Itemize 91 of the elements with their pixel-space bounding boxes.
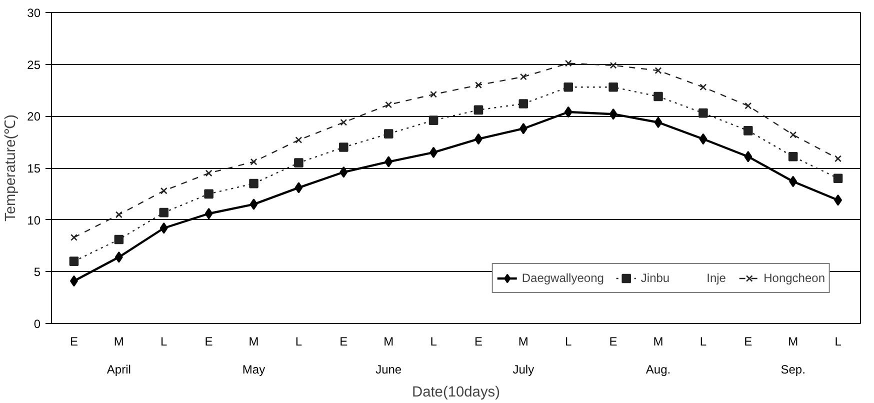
point bbox=[564, 106, 572, 118]
x-tick-label: L bbox=[700, 334, 707, 348]
y-tick-label: 25 bbox=[27, 58, 41, 72]
x-tick-label: L bbox=[295, 334, 302, 348]
text: April bbox=[106, 362, 131, 376]
point bbox=[700, 84, 707, 91]
point bbox=[385, 101, 392, 108]
legend-label: Jinbu bbox=[640, 271, 670, 285]
x-tick-label: M bbox=[114, 334, 124, 348]
point bbox=[743, 126, 753, 136]
point bbox=[833, 174, 843, 184]
point bbox=[834, 194, 842, 206]
legend-label: Hongcheon bbox=[764, 271, 825, 285]
text: Aug. bbox=[646, 362, 671, 376]
x-tick-label: E bbox=[744, 334, 752, 348]
x-axis-title: Date(10days) bbox=[412, 384, 500, 400]
point bbox=[610, 62, 617, 69]
y-axis-title: Temperature(℃) bbox=[3, 114, 20, 222]
point bbox=[564, 82, 574, 92]
point bbox=[430, 146, 438, 158]
y-tick-label: 5 bbox=[34, 265, 41, 280]
point bbox=[834, 155, 842, 162]
point bbox=[609, 108, 618, 120]
x-tick-label: E bbox=[474, 334, 482, 348]
point bbox=[295, 136, 302, 144]
point bbox=[474, 133, 482, 145]
point bbox=[608, 82, 618, 92]
point bbox=[114, 252, 123, 263]
point bbox=[699, 133, 708, 145]
point bbox=[788, 152, 798, 162]
point bbox=[698, 108, 708, 118]
point bbox=[70, 275, 78, 287]
point bbox=[249, 178, 258, 188]
point bbox=[790, 131, 797, 138]
point bbox=[294, 158, 304, 168]
point bbox=[654, 92, 663, 102]
point bbox=[564, 60, 572, 67]
x-tick-label: E bbox=[609, 334, 618, 348]
point bbox=[205, 170, 212, 177]
point bbox=[160, 187, 168, 194]
point bbox=[519, 122, 528, 134]
point bbox=[204, 208, 213, 220]
x-tick-label: M bbox=[248, 334, 259, 348]
point bbox=[250, 198, 258, 210]
point bbox=[250, 158, 258, 166]
point bbox=[428, 116, 438, 125]
x-tick-label: E bbox=[204, 334, 213, 348]
y-tick-label: 30 bbox=[27, 6, 41, 20]
text: June bbox=[376, 362, 402, 376]
x-tick-label: M bbox=[653, 334, 664, 348]
point bbox=[340, 166, 348, 178]
point bbox=[159, 208, 169, 218]
point bbox=[70, 234, 78, 241]
x-tick-label: E bbox=[340, 334, 348, 348]
point bbox=[115, 211, 122, 218]
point bbox=[654, 67, 662, 74]
point bbox=[204, 189, 214, 199]
x-tick-label: M bbox=[384, 334, 394, 348]
point bbox=[789, 176, 798, 188]
point bbox=[430, 90, 438, 98]
x-tick-label: M bbox=[518, 334, 528, 348]
point bbox=[518, 99, 528, 108]
point bbox=[384, 156, 393, 168]
text: May bbox=[242, 362, 266, 376]
x-tick-label: M bbox=[788, 334, 798, 348]
point bbox=[744, 102, 752, 110]
text: July bbox=[512, 362, 534, 376]
point bbox=[520, 73, 527, 80]
y-tick-label: 20 bbox=[27, 110, 41, 124]
point bbox=[114, 234, 124, 244]
text: Inje bbox=[706, 271, 727, 285]
point bbox=[744, 150, 752, 162]
point bbox=[654, 116, 662, 128]
point bbox=[340, 118, 348, 126]
x-tick-label: L bbox=[160, 334, 168, 348]
x-tick-label: L bbox=[430, 334, 438, 348]
point bbox=[69, 256, 79, 266]
y-tick-label: 0 bbox=[34, 317, 41, 331]
y-tick-label: 10 bbox=[27, 213, 41, 228]
x-tick-label: L bbox=[565, 334, 572, 348]
point bbox=[474, 105, 484, 115]
legend-label: Daegwallyeong bbox=[522, 271, 604, 285]
point bbox=[338, 142, 348, 152]
x-tick-label: E bbox=[70, 334, 78, 348]
point bbox=[294, 182, 303, 194]
text: Sep. bbox=[780, 362, 806, 376]
point bbox=[384, 129, 394, 138]
y-tick-label: 15 bbox=[27, 162, 41, 176]
x-tick-label: L bbox=[834, 334, 842, 348]
point bbox=[160, 222, 168, 234]
point bbox=[474, 82, 482, 89]
